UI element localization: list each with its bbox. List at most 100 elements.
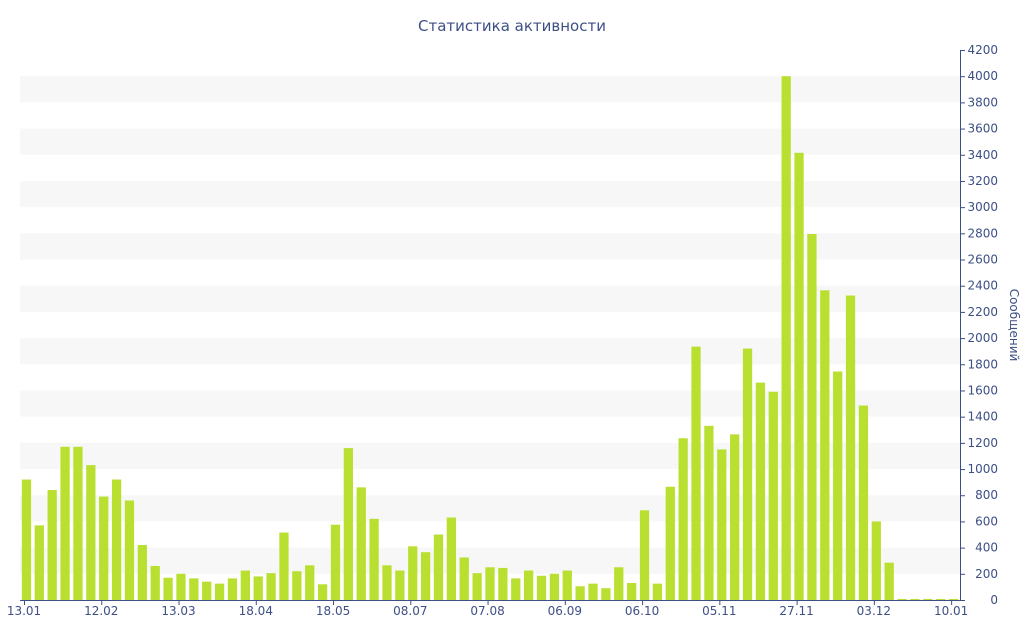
bar — [214, 583, 225, 600]
bar — [485, 567, 495, 600]
grid-band — [20, 76, 960, 103]
bar — [446, 517, 456, 600]
bar — [871, 521, 881, 600]
bar — [73, 446, 83, 600]
bar — [704, 425, 714, 600]
x-tick-label: 18.05 — [316, 604, 350, 618]
bar — [936, 598, 946, 600]
grid-bands — [20, 76, 960, 574]
bar — [189, 578, 199, 600]
x-tick-label: 13.01 — [7, 604, 41, 618]
bar — [884, 562, 894, 600]
y-ticks: 0 200 400 600 800 1000 1200 1400 1600 1800 2000 220… — [960, 43, 998, 607]
bar — [897, 598, 907, 600]
bar — [652, 583, 663, 600]
bar — [768, 391, 778, 600]
bar — [523, 570, 534, 600]
x-tick-label: 05.11 — [702, 604, 736, 618]
bar — [395, 570, 405, 600]
bar — [459, 557, 469, 600]
y-tick-label: 4000 — [967, 69, 998, 83]
x-tick-label: 08.07 — [393, 604, 427, 618]
x-tick-label: 07.08 — [470, 604, 504, 618]
bar — [472, 573, 482, 600]
x-tick-label: 12.02 — [84, 604, 118, 618]
bar — [240, 570, 250, 600]
bar — [498, 567, 508, 600]
bar — [665, 486, 675, 600]
bar — [99, 496, 109, 600]
bar — [691, 346, 701, 600]
bar — [807, 233, 817, 601]
bar — [794, 152, 804, 601]
bar — [614, 567, 624, 600]
y-tick-label: 200 — [975, 567, 998, 581]
bar — [717, 449, 727, 600]
bar — [781, 76, 791, 600]
bar — [343, 448, 353, 600]
bars — [21, 76, 959, 601]
grid-band — [20, 128, 960, 155]
y-tick-label: 3800 — [967, 95, 998, 109]
y-axis-label: Сообщений — [1007, 289, 1021, 362]
bar — [137, 545, 147, 600]
x-tick-label: 06.09 — [548, 604, 582, 618]
y-tick-label: 1200 — [967, 436, 998, 450]
y-tick-label: 800 — [975, 488, 998, 502]
grid-band — [20, 233, 960, 260]
bar — [47, 490, 57, 600]
x-tick-label: 10.01 — [934, 604, 968, 618]
bar — [86, 465, 96, 600]
bar — [111, 479, 122, 600]
grid-band — [20, 442, 960, 470]
bar — [305, 565, 315, 600]
y-tick-label: 400 — [975, 541, 998, 555]
bar — [176, 573, 186, 600]
y-tick-label: 3200 — [967, 174, 998, 188]
bar — [627, 582, 637, 600]
y-tick-label: 1400 — [967, 410, 998, 424]
y-tick-label: 2800 — [967, 226, 998, 240]
y-tick-label: 1600 — [967, 383, 998, 397]
x-ticks: 13.01 12.02 13.03 18.04 18.05 08.07 07.08 06.09… — [7, 600, 968, 618]
y-tick-label: 3000 — [967, 200, 998, 214]
bar — [163, 577, 173, 600]
bar — [588, 583, 598, 600]
bar — [420, 552, 431, 600]
y-tick-label: 600 — [975, 514, 998, 528]
x-tick-label: 06.10 — [625, 604, 659, 618]
bar — [923, 598, 933, 600]
bar — [369, 518, 379, 600]
bar — [292, 571, 302, 600]
chart-title: Статистика активности — [418, 17, 606, 35]
bar — [266, 573, 276, 600]
bar — [227, 578, 238, 600]
y-tick-label: 3400 — [967, 148, 998, 162]
bar — [833, 371, 843, 600]
bar — [858, 405, 869, 600]
bar — [820, 290, 830, 600]
y-tick-label: 2400 — [967, 279, 998, 293]
bar — [433, 534, 444, 600]
grid-band — [20, 390, 960, 417]
bar — [549, 573, 560, 600]
bar — [910, 598, 920, 600]
bar — [575, 586, 585, 600]
x-tick-label: 27.11 — [779, 604, 813, 618]
bar — [730, 434, 740, 600]
grid-band — [20, 338, 960, 365]
bar — [536, 575, 547, 600]
bar — [253, 576, 263, 600]
bar — [60, 446, 70, 600]
y-tick-label: 2000 — [967, 331, 998, 345]
grid-band — [20, 285, 960, 312]
x-tick-label: 03.12 — [857, 604, 891, 618]
y-tick-label: 3600 — [967, 122, 998, 136]
bar — [948, 598, 959, 600]
bar — [34, 525, 44, 600]
bar — [755, 382, 766, 600]
bar — [639, 510, 650, 600]
y-tick-label: 2200 — [967, 305, 998, 319]
bar — [150, 565, 160, 600]
